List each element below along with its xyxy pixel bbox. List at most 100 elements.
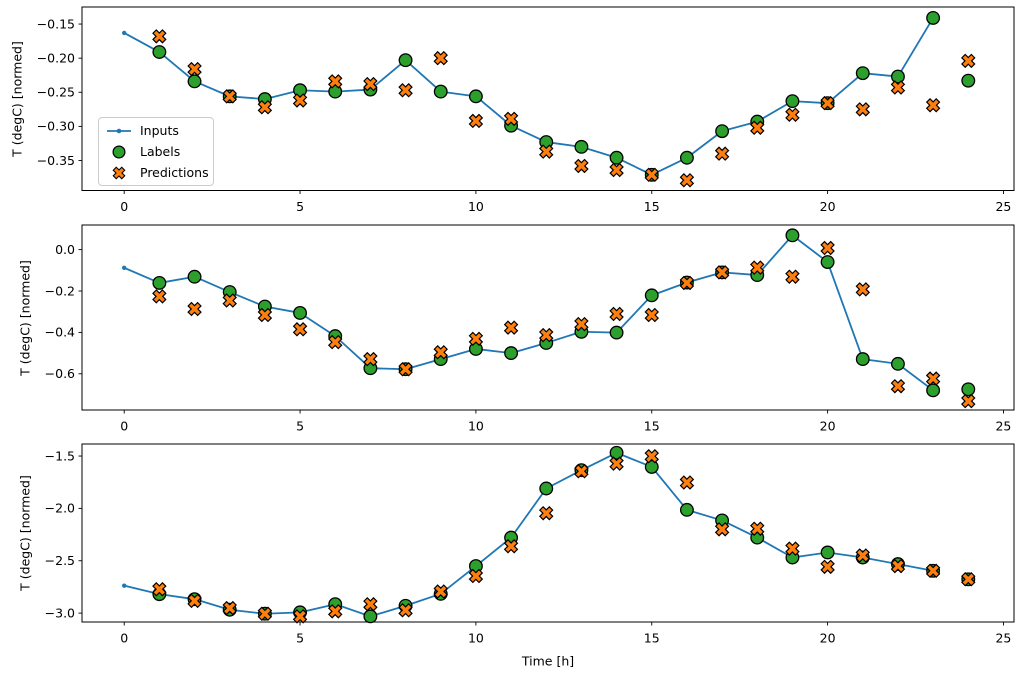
- legend-label-labels: Labels: [140, 144, 181, 159]
- predictions-point: [750, 120, 765, 135]
- predictions-point: [961, 572, 976, 587]
- labels-point: [785, 228, 800, 243]
- predictions-point: [468, 568, 484, 584]
- labels-point: [679, 502, 694, 517]
- labels-circle-glyph: [112, 144, 126, 159]
- subplot-3: 0 5 10 15 20 25 −1.5 −2.0 −2.5 −3.0: [45, 443, 1015, 646]
- predictions-point: [222, 600, 237, 616]
- y-tick-label: −0.15: [37, 16, 75, 31]
- x-tick-label: 15: [644, 631, 660, 646]
- predictions-point: [292, 93, 308, 108]
- labels-point: [539, 481, 554, 496]
- predictions-point: [363, 596, 378, 612]
- predictions-point: [503, 320, 519, 335]
- predictions-point: [714, 265, 730, 280]
- labels-point: [644, 288, 659, 303]
- predictions-point: [187, 301, 202, 317]
- predictions-point: [820, 95, 835, 111]
- predictions-point: [398, 603, 413, 618]
- labels-point: [961, 382, 976, 397]
- inputs-dot-glyph: [116, 128, 122, 133]
- labels-point: [152, 275, 167, 290]
- predictions-point: [714, 522, 730, 537]
- subplot-1: 0 5 10 15 20 25 −0.15 −0.20 −0.25 −0.30 −0.35: [37, 6, 1015, 214]
- predictions-point: [327, 74, 343, 89]
- predictions-point: [714, 146, 730, 161]
- predictions-point: [820, 559, 835, 575]
- predictions-point: [785, 269, 800, 284]
- x-tick-label: 5: [296, 199, 304, 214]
- x-tick-label: 20: [820, 419, 836, 434]
- predictions-point: [750, 521, 765, 536]
- predictions-point: [538, 144, 554, 159]
- predictions-point: [609, 162, 624, 178]
- predictions-point: [327, 334, 343, 350]
- axes-spines: [81, 6, 1015, 191]
- predictions-point: [503, 111, 519, 127]
- predictions-point: [679, 475, 695, 490]
- labels-point: [820, 255, 835, 269]
- predictions-point: [538, 327, 554, 343]
- predictions-point: [644, 307, 659, 323]
- predictions-point: [398, 82, 413, 98]
- y-tick-label: −0.6: [45, 366, 75, 381]
- inputs-line: [123, 234, 935, 392]
- legend: Inputs Labels Predictions: [98, 117, 214, 186]
- y-tick-label: −0.20: [37, 50, 75, 65]
- predictions-point: [257, 606, 273, 621]
- labels-point: [644, 459, 659, 474]
- labels-point: [363, 609, 378, 624]
- x-tick-label: 10: [468, 199, 484, 214]
- x-tick-label: 0: [120, 631, 128, 646]
- labels-point: [961, 73, 976, 88]
- predictions-point: [644, 449, 659, 464]
- x-tick-label: 0: [120, 199, 128, 214]
- labels-point: [433, 84, 448, 99]
- predictions-point: [961, 53, 976, 69]
- y-tick-label: −0.30: [37, 119, 75, 134]
- x-tick-label: 20: [820, 631, 836, 646]
- x-tick-label: 25: [995, 419, 1011, 434]
- axes-spines: [81, 224, 1015, 411]
- predictions-point: [679, 173, 695, 188]
- y-tick-label: −0.4: [45, 325, 75, 340]
- x-tick-label: 10: [468, 631, 484, 646]
- labels-point: [820, 545, 835, 560]
- predictions-point: [609, 306, 624, 322]
- subplot-2: 0 5 10 15 20 25 0.0 −0.2 −0.4 −0.6: [45, 224, 1015, 434]
- inputs-line: [123, 17, 935, 176]
- legend-item-labels: Labels: [106, 141, 205, 162]
- predictions-point: [750, 260, 765, 275]
- predictions-point: [890, 558, 906, 574]
- x-tick-label: 25: [995, 199, 1011, 214]
- labels-point: [609, 445, 624, 460]
- y-tick-label: −0.25: [37, 85, 75, 100]
- labels-point: [293, 305, 308, 320]
- predictions-point: [222, 89, 237, 104]
- predictions-point: [152, 29, 167, 44]
- predictions-point: [327, 604, 343, 619]
- labels-point: [468, 89, 483, 104]
- labels-point: [679, 150, 694, 165]
- y-tick-label: −1.5: [45, 448, 75, 463]
- inputs-line-icon: [107, 128, 131, 133]
- predictions-point: [925, 97, 941, 113]
- axes-spines: [81, 443, 1015, 623]
- predictions-point: [152, 581, 167, 597]
- predictions-point: [785, 541, 800, 556]
- legend-item-inputs: Inputs: [106, 120, 205, 141]
- predictions-point: [961, 393, 976, 409]
- labels-point: [187, 74, 202, 89]
- predictions-point: [574, 316, 589, 332]
- predictions-point: [292, 609, 308, 624]
- predictions-point: [398, 361, 413, 377]
- predictions-point: [785, 107, 800, 123]
- y-tick-label: −2.5: [45, 553, 75, 568]
- y-tick-label: −3.0: [45, 605, 75, 620]
- labels-point: [574, 139, 589, 154]
- predictions-point: [855, 102, 871, 117]
- predictions-point: [292, 322, 308, 337]
- inputs-line: [123, 451, 935, 618]
- x-tick-label: 10: [468, 419, 484, 434]
